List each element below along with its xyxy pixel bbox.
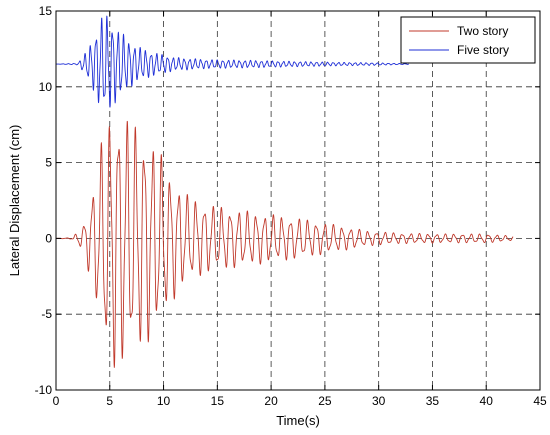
x-tick-label: 30: [372, 394, 386, 408]
y-tick-label: 10: [39, 80, 53, 94]
x-axis-ticks: 0 5 10 15 20 25 30 35 40 45: [53, 11, 547, 408]
x-tick-label: 5: [106, 394, 113, 408]
plot-frame: [55, 10, 541, 391]
y-axis-label: Lateral Displacement (cm): [7, 125, 22, 277]
legend-label-two-story: Two story: [457, 24, 508, 38]
x-tick-label: 10: [157, 394, 171, 408]
y-axis-ticks: -10 -5 0 5 10 15: [35, 4, 540, 397]
x-tick-label: 45: [533, 394, 547, 408]
legend-box: [400, 16, 536, 64]
series-line-five-story: [55, 15, 410, 108]
x-tick-label: 0: [53, 394, 60, 408]
y-tick-label: 15: [39, 4, 53, 18]
x-tick-label: 40: [480, 394, 494, 408]
series-line-two-story: [55, 120, 514, 368]
x-tick-label: 25: [318, 394, 332, 408]
legend-label-five-story: Five story: [457, 43, 509, 57]
x-tick-label: 20: [264, 394, 278, 408]
y-tick-label: 5: [45, 156, 52, 170]
y-tick-label: -10: [35, 383, 53, 397]
y-tick-label: 0: [45, 231, 52, 245]
legend: Two story Five story: [400, 16, 536, 64]
grid-lines: [56, 11, 540, 390]
x-tick-label: 35: [426, 394, 440, 408]
x-tick-label: 15: [211, 394, 225, 408]
series-layer: [55, 15, 514, 368]
x-axis-label: Time(s): [276, 413, 320, 428]
y-tick-label: -5: [41, 307, 52, 321]
